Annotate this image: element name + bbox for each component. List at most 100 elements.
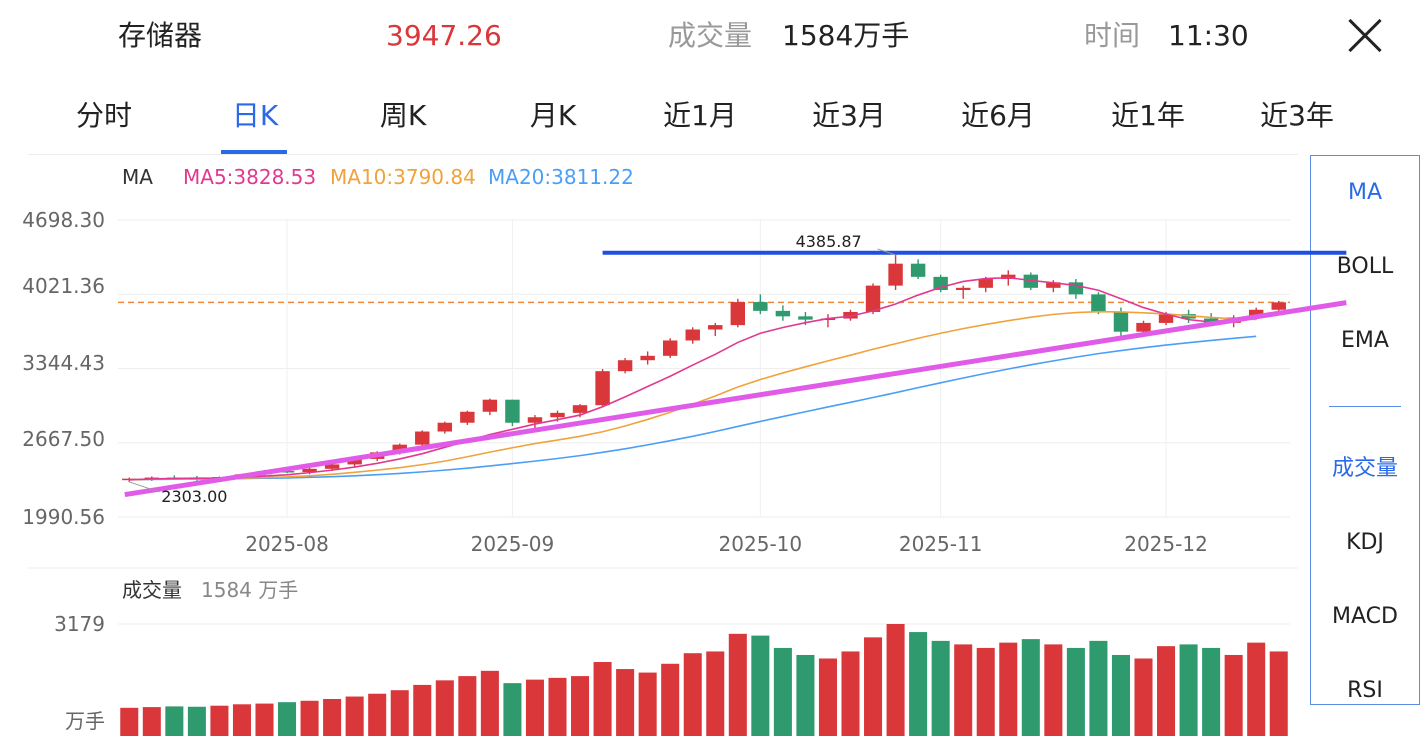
tab-weekly-k[interactable]: 周K — [379, 99, 427, 132]
volume-bar — [999, 642, 1018, 736]
candle-body — [730, 302, 746, 326]
max-price-pointer — [877, 248, 896, 256]
chart-grid — [28, 219, 1298, 625]
y-tick-5: 1990.56 — [22, 505, 105, 529]
candle-body — [1046, 282, 1061, 288]
max-price-label: 4385.87 — [796, 232, 862, 251]
current-price: 3947.26 — [386, 19, 502, 52]
volume-bar — [255, 703, 274, 736]
volume-bars — [120, 624, 1288, 736]
volume-bar — [976, 647, 995, 736]
candle-body — [279, 470, 295, 473]
active-tab-indicator — [221, 150, 287, 154]
time-value: 11:30 — [1168, 19, 1249, 52]
ma5-line — [129, 276, 1257, 481]
volume-bar — [751, 635, 770, 736]
volume-bar — [1134, 658, 1153, 736]
volume-bar — [706, 651, 725, 736]
y-tick-4: 2667.50 — [22, 427, 105, 451]
volume-bar — [323, 699, 342, 736]
volume-bar — [818, 658, 837, 736]
ma20-line — [129, 335, 1257, 481]
price-annotations: 4385.87 2303.00 — [129, 232, 896, 506]
candle-body — [1248, 309, 1264, 318]
indicator-boll[interactable]: BOLL — [1336, 254, 1394, 279]
volume-bar — [480, 670, 499, 736]
candle-body — [415, 431, 430, 445]
candle-body — [1158, 314, 1174, 323]
indicator-rsi[interactable]: RSI — [1347, 678, 1383, 703]
candle-body — [843, 311, 858, 319]
x-axis-labels: 2025-08 2025-09 2025-10 2025-11 2025-12 — [245, 532, 1208, 556]
volume-bar — [368, 693, 387, 736]
candle-body — [1271, 302, 1286, 310]
volume-bar — [525, 679, 544, 736]
indicator-ma[interactable]: MA — [1347, 180, 1383, 205]
candle-body — [662, 340, 678, 356]
time-label: 时间 — [1084, 19, 1141, 52]
volume-bar — [909, 632, 928, 736]
x-tick-label: 2025-10 — [719, 532, 803, 556]
volume-bar — [548, 677, 567, 736]
volume-bar — [300, 700, 319, 736]
volume-bar — [661, 663, 680, 736]
volume-bar — [864, 637, 883, 736]
volume-bar — [841, 651, 860, 736]
legend-ma20: MA20:3811.22 — [488, 165, 634, 189]
header-divider — [28, 154, 1298, 155]
x-tick-label: 2025-08 — [245, 532, 329, 556]
volume-bar — [210, 705, 229, 736]
volume-bar — [1111, 654, 1130, 736]
volume-bar — [886, 624, 905, 736]
period-tabs: 分时 日K 周K 月K 近1月 近3月 近6月 近1年 近3年 — [0, 88, 1427, 154]
candle-body — [505, 399, 520, 423]
volume-bar — [954, 644, 973, 736]
tab-monthly-k[interactable]: 月K — [529, 99, 577, 132]
tab-daily-k[interactable]: 日K — [231, 99, 279, 132]
candle-body — [640, 355, 655, 361]
candle-body — [753, 302, 768, 311]
volume-bar — [278, 702, 297, 736]
volume-bar — [638, 672, 657, 736]
volume-bar — [187, 706, 206, 736]
volume-bar — [390, 690, 409, 736]
indicator-kdj[interactable]: KDJ — [1346, 530, 1384, 555]
volume-bar — [571, 676, 590, 736]
min-price-label: 2303.00 — [161, 487, 227, 506]
volume-bar — [593, 662, 612, 736]
tab-6-months[interactable]: 近6月 — [961, 99, 1035, 132]
indicator-panel: MA BOLL EMA 成交量 KDJ MACD RSI — [1310, 155, 1420, 705]
volume-value: 1584万手 — [782, 19, 910, 52]
volume-label: 成交量 — [668, 19, 753, 52]
ma-lines — [129, 276, 1257, 481]
volume-bar — [120, 707, 139, 736]
min-price-pointer — [129, 481, 160, 493]
volume-panel-value: 1584 万手 — [201, 578, 298, 602]
tab-3-years[interactable]: 近3年 — [1260, 99, 1334, 132]
candle-body — [572, 405, 588, 413]
volume-bar — [165, 706, 184, 736]
volume-bar — [616, 669, 635, 736]
candle-body — [595, 371, 610, 406]
tab-1-year[interactable]: 近1年 — [1111, 99, 1185, 132]
indicator-macd[interactable]: MACD — [1332, 604, 1398, 629]
candle-body — [1136, 322, 1151, 332]
candle-body — [1023, 274, 1039, 288]
candle-body — [1091, 294, 1106, 312]
candle-body — [775, 310, 791, 317]
volume-bar — [683, 653, 702, 736]
candle-body — [888, 263, 903, 286]
volume-max-tick: 3179 — [54, 612, 105, 636]
legend-ma5: MA5:3828.53 — [183, 165, 316, 189]
volume-bar — [142, 707, 161, 736]
indicator-ema[interactable]: EMA — [1341, 328, 1389, 353]
candle-body — [460, 411, 475, 423]
candle-body — [347, 458, 362, 465]
tab-intraday[interactable]: 分时 — [75, 99, 133, 132]
tab-3-months[interactable]: 近3月 — [812, 99, 886, 132]
volume-bar — [1224, 654, 1243, 736]
tab-1-month[interactable]: 近1月 — [663, 99, 737, 132]
volume-bar — [1179, 644, 1198, 736]
indicator-volume[interactable]: 成交量 — [1331, 456, 1398, 481]
